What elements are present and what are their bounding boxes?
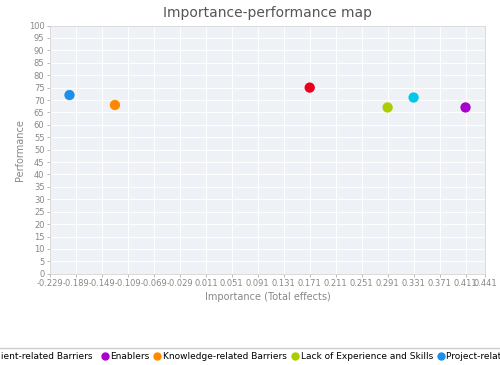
- Point: [384, 104, 392, 110]
- Legend: Client-related Barriers, Design-related Barriers, Enablers, Knowledge-related Ba: Client-related Barriers, Design-related …: [0, 348, 500, 365]
- Point: [306, 85, 314, 91]
- X-axis label: Importance (Total effects): Importance (Total effects): [204, 292, 330, 303]
- Point: [111, 102, 119, 108]
- Point: [410, 95, 418, 100]
- Point: [462, 104, 469, 110]
- Title: Importance-performance map: Importance-performance map: [163, 6, 372, 20]
- Point: [66, 92, 74, 98]
- Y-axis label: Performance: Performance: [14, 119, 24, 181]
